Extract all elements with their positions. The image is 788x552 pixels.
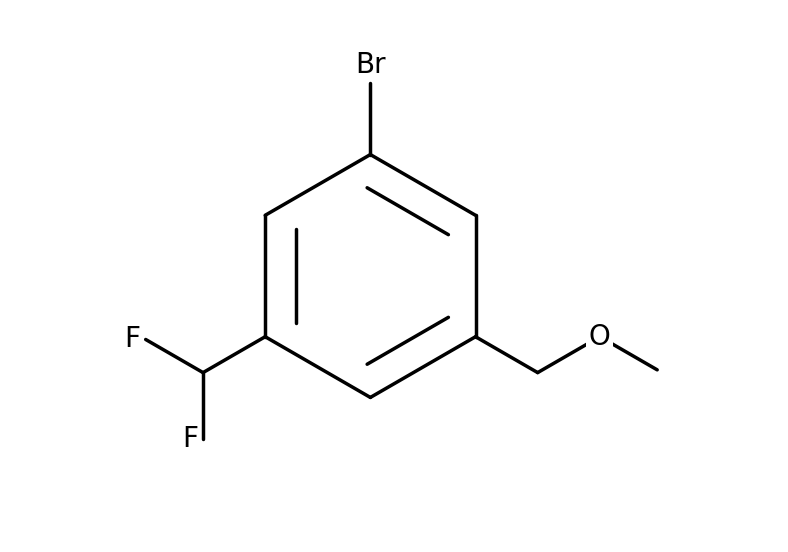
Text: F: F: [182, 425, 198, 453]
Text: O: O: [589, 323, 611, 351]
Text: F: F: [125, 326, 141, 353]
Text: O: O: [589, 323, 611, 351]
Text: Br: Br: [355, 51, 385, 79]
